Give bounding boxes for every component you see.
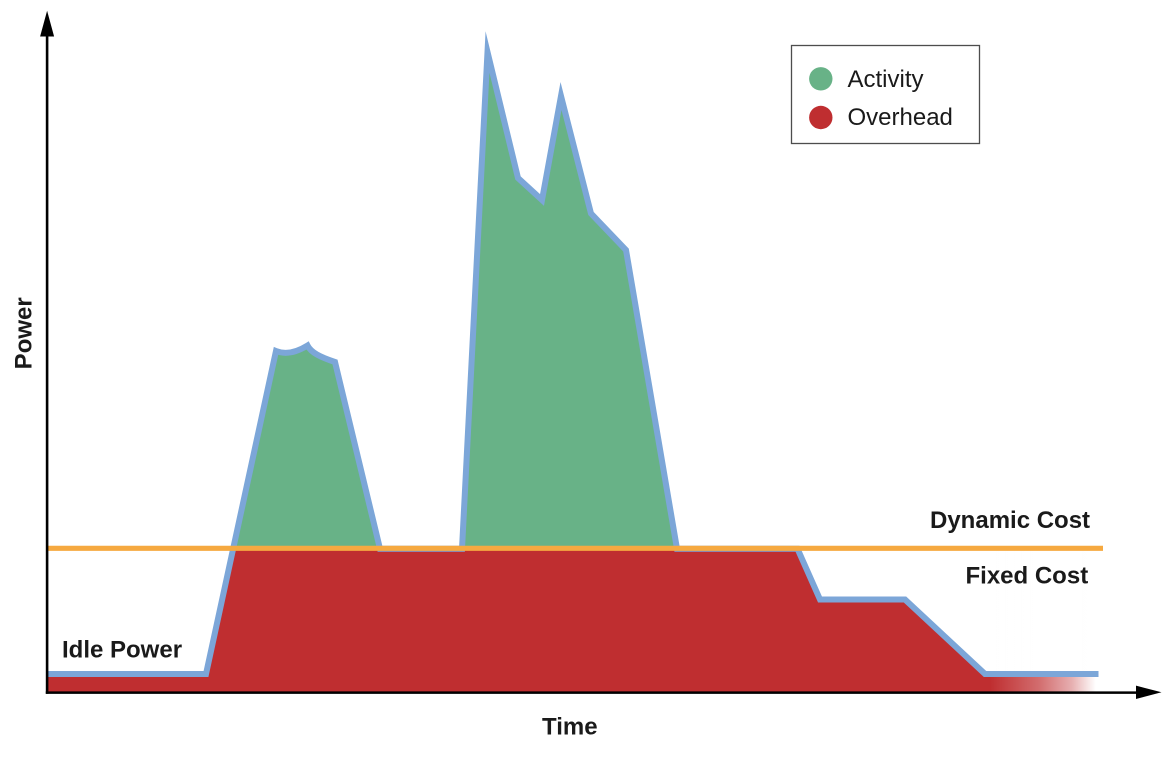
- svg-text:Time: Time: [542, 714, 598, 741]
- svg-text:Fixed Cost: Fixed Cost: [966, 563, 1089, 590]
- svg-text:Dynamic Cost: Dynamic Cost: [930, 507, 1090, 534]
- svg-text:Activity: Activity: [848, 66, 924, 93]
- svg-text:Overhead: Overhead: [848, 104, 953, 131]
- svg-text:Power: Power: [11, 297, 38, 369]
- svg-text:Idle Power: Idle Power: [62, 637, 182, 664]
